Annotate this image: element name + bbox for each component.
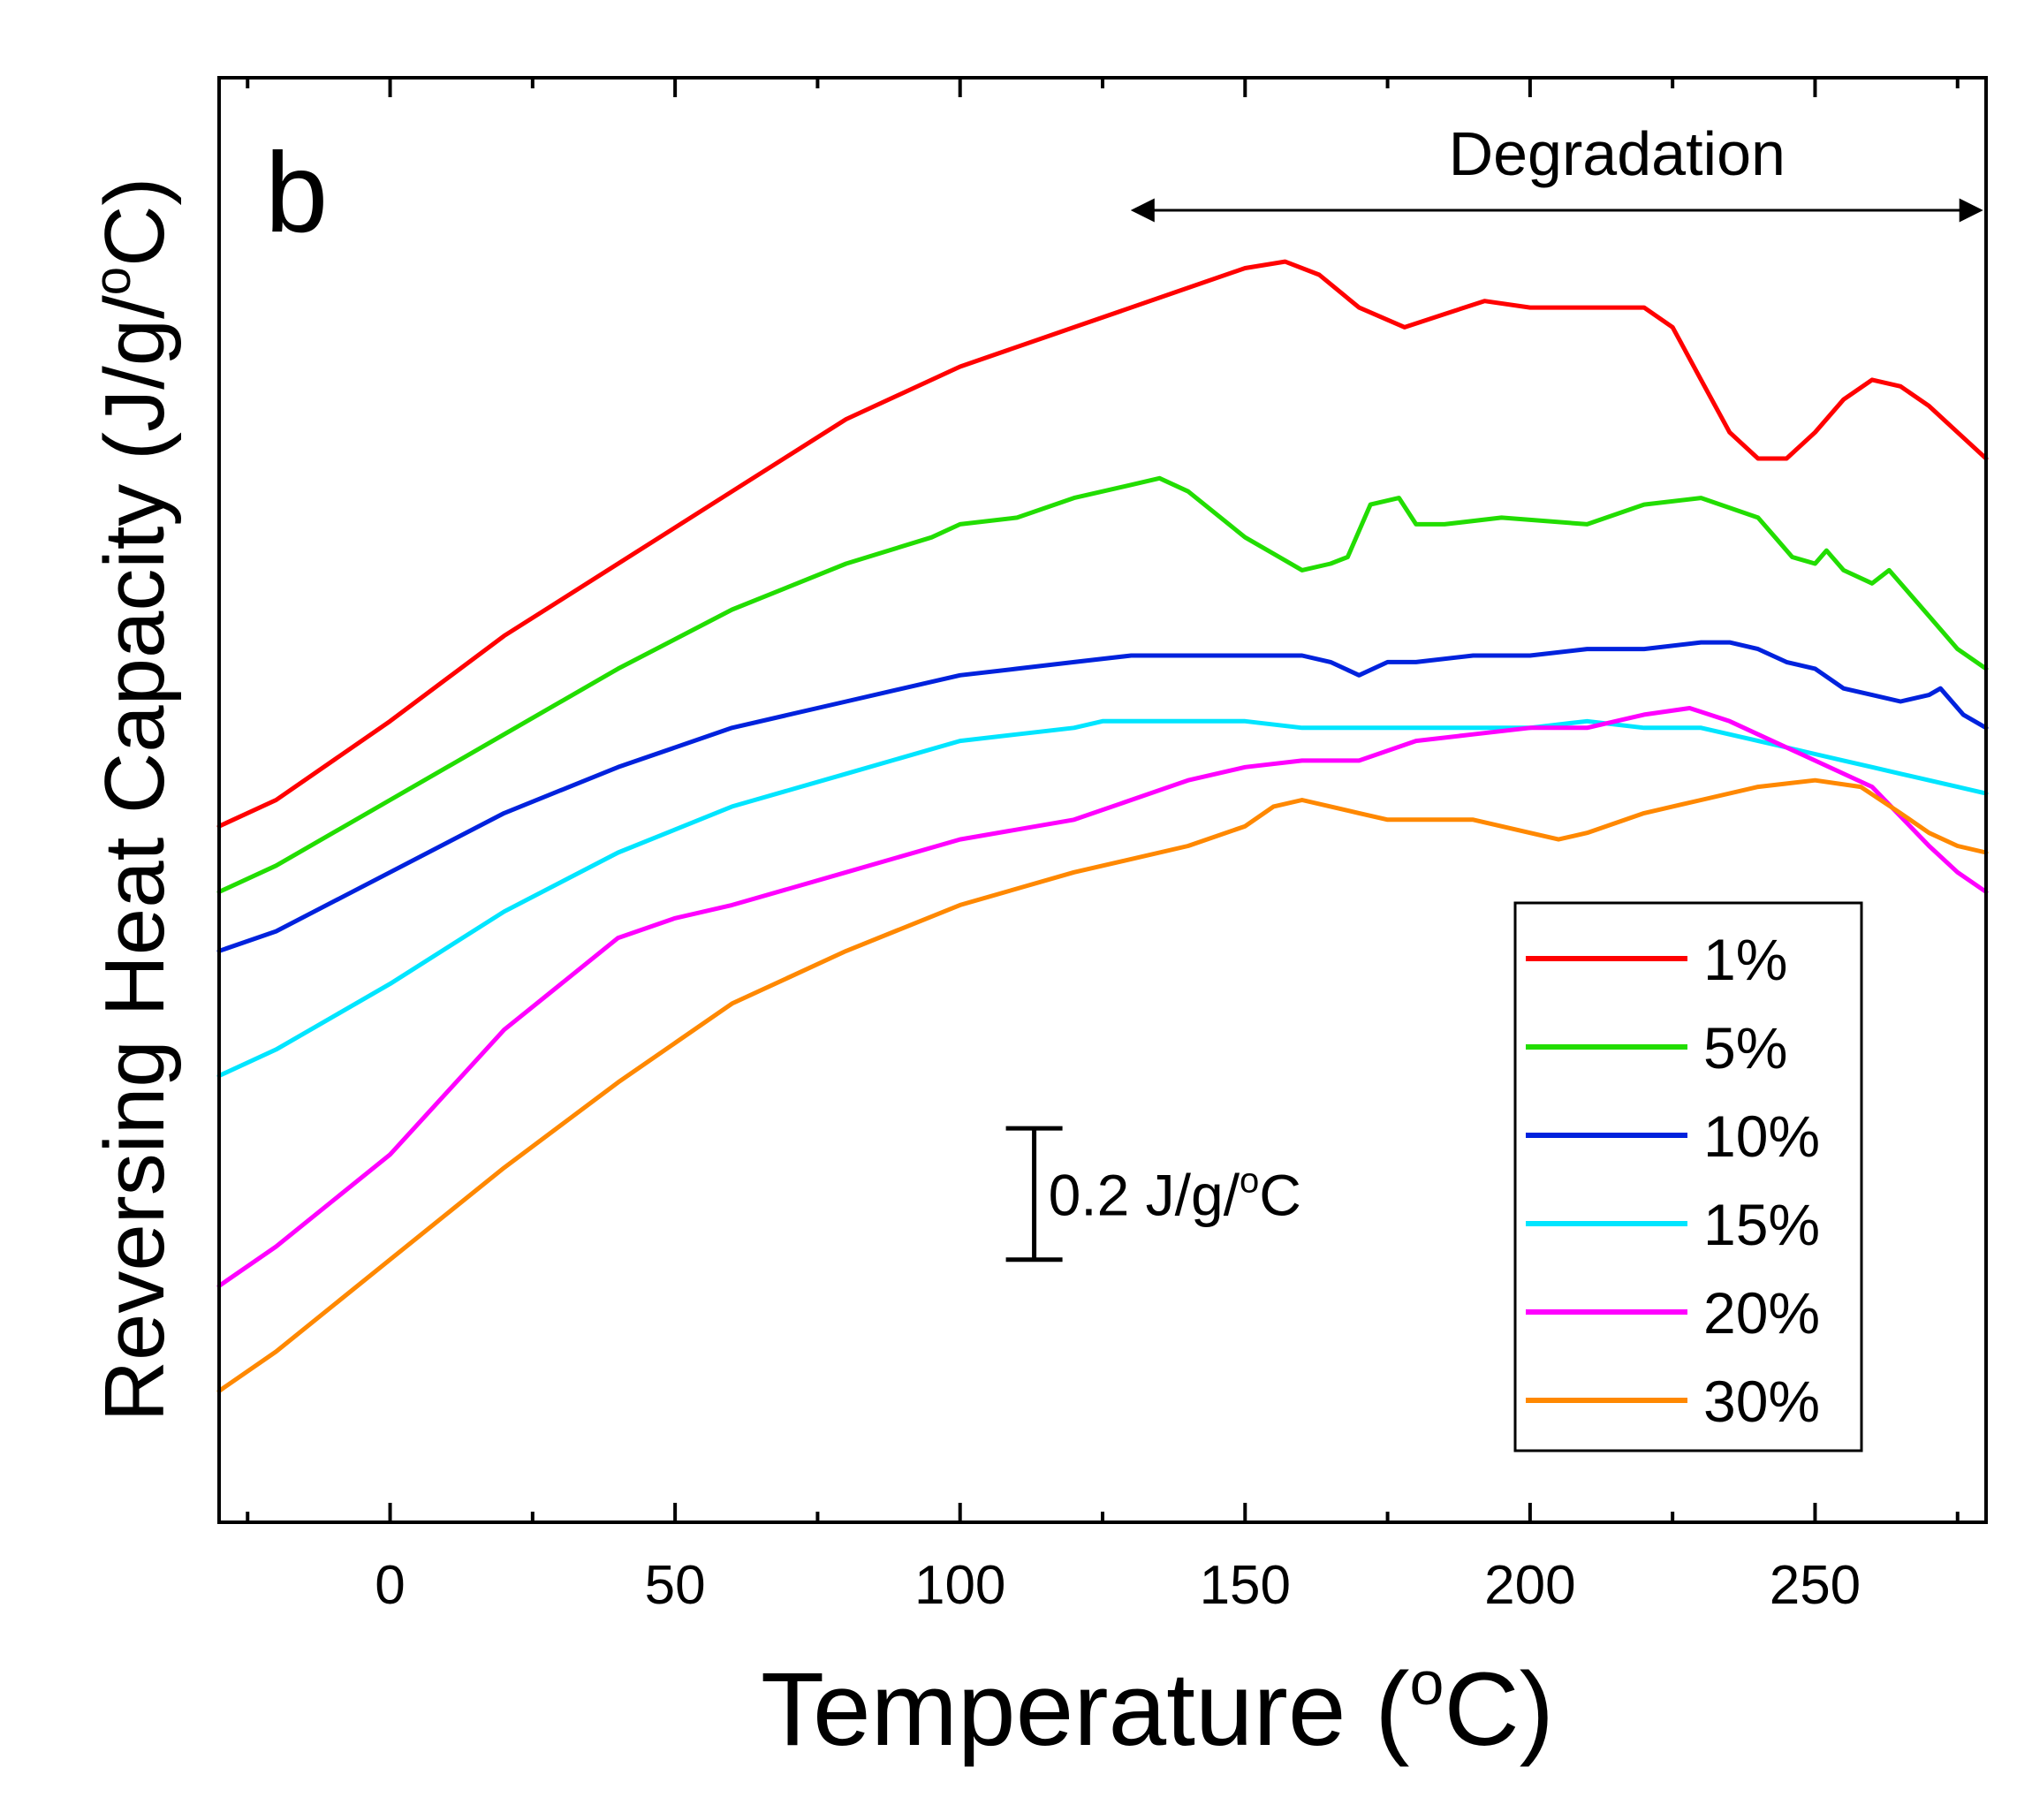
series-line-10pct	[216, 640, 1989, 953]
y-axis-title-unit: C)	[87, 178, 182, 267]
scale-bar-value: 0.2 J/g/	[1049, 1162, 1240, 1227]
scale-bar-unit: C	[1259, 1162, 1301, 1227]
series-line-20pct	[216, 706, 1989, 1288]
legend-box	[1513, 901, 1863, 1452]
scale-bar: 0.2 J/g/oC	[1005, 1126, 1301, 1263]
legend-items: 1% 5% 10% 15% 20% 30%	[1526, 927, 1820, 1434]
x-tick-label: 0	[375, 1555, 405, 1616]
legend-label: 15%	[1703, 1192, 1820, 1257]
legend-label: 5%	[1703, 1015, 1787, 1081]
x-axis-ticks: 0 50 100 150 200 250	[246, 78, 1960, 1616]
legend-label: 1%	[1703, 927, 1787, 992]
degradation-label: Degradation	[1449, 119, 1786, 188]
x-tick-label: 250	[1770, 1555, 1861, 1616]
x-tick-label: 150	[1200, 1555, 1291, 1616]
y-axis-title: Reversing Heat Capacity (J/g/oC)	[84, 178, 182, 1422]
series-line-1pct	[216, 259, 1989, 829]
x-axis-title-unit: C)	[1444, 1651, 1554, 1768]
x-tick-label: 50	[645, 1555, 706, 1616]
x-axis-title-sup: o	[1410, 1649, 1444, 1718]
y-axis-title-sup: o	[84, 267, 141, 295]
scale-bar-label: 0.2 J/g/oC	[1049, 1161, 1301, 1227]
series-line-5pct	[216, 475, 1989, 894]
legend-label: 30%	[1703, 1369, 1820, 1434]
x-tick-label: 100	[914, 1555, 1005, 1616]
panel-label: b	[265, 130, 328, 256]
series-line-15pct	[216, 718, 1989, 1079]
series-layer	[216, 259, 1989, 1393]
degradation-annotation: Degradation	[1130, 119, 1983, 223]
x-axis-title-main: Temperature (	[761, 1651, 1410, 1768]
legend-label: 10%	[1703, 1103, 1820, 1169]
series-line-30pct	[216, 777, 1989, 1393]
scale-bar-sup: o	[1240, 1161, 1259, 1200]
y-axis-title-main: Reversing Heat Capacity (J/g/	[87, 295, 182, 1422]
legend-label: 20%	[1703, 1280, 1820, 1346]
x-tick-label: 200	[1484, 1555, 1575, 1616]
x-axis-title: Temperature (oC)	[761, 1649, 1554, 1768]
legend: 1% 5% 10% 15% 20% 30%	[1513, 901, 1863, 1452]
